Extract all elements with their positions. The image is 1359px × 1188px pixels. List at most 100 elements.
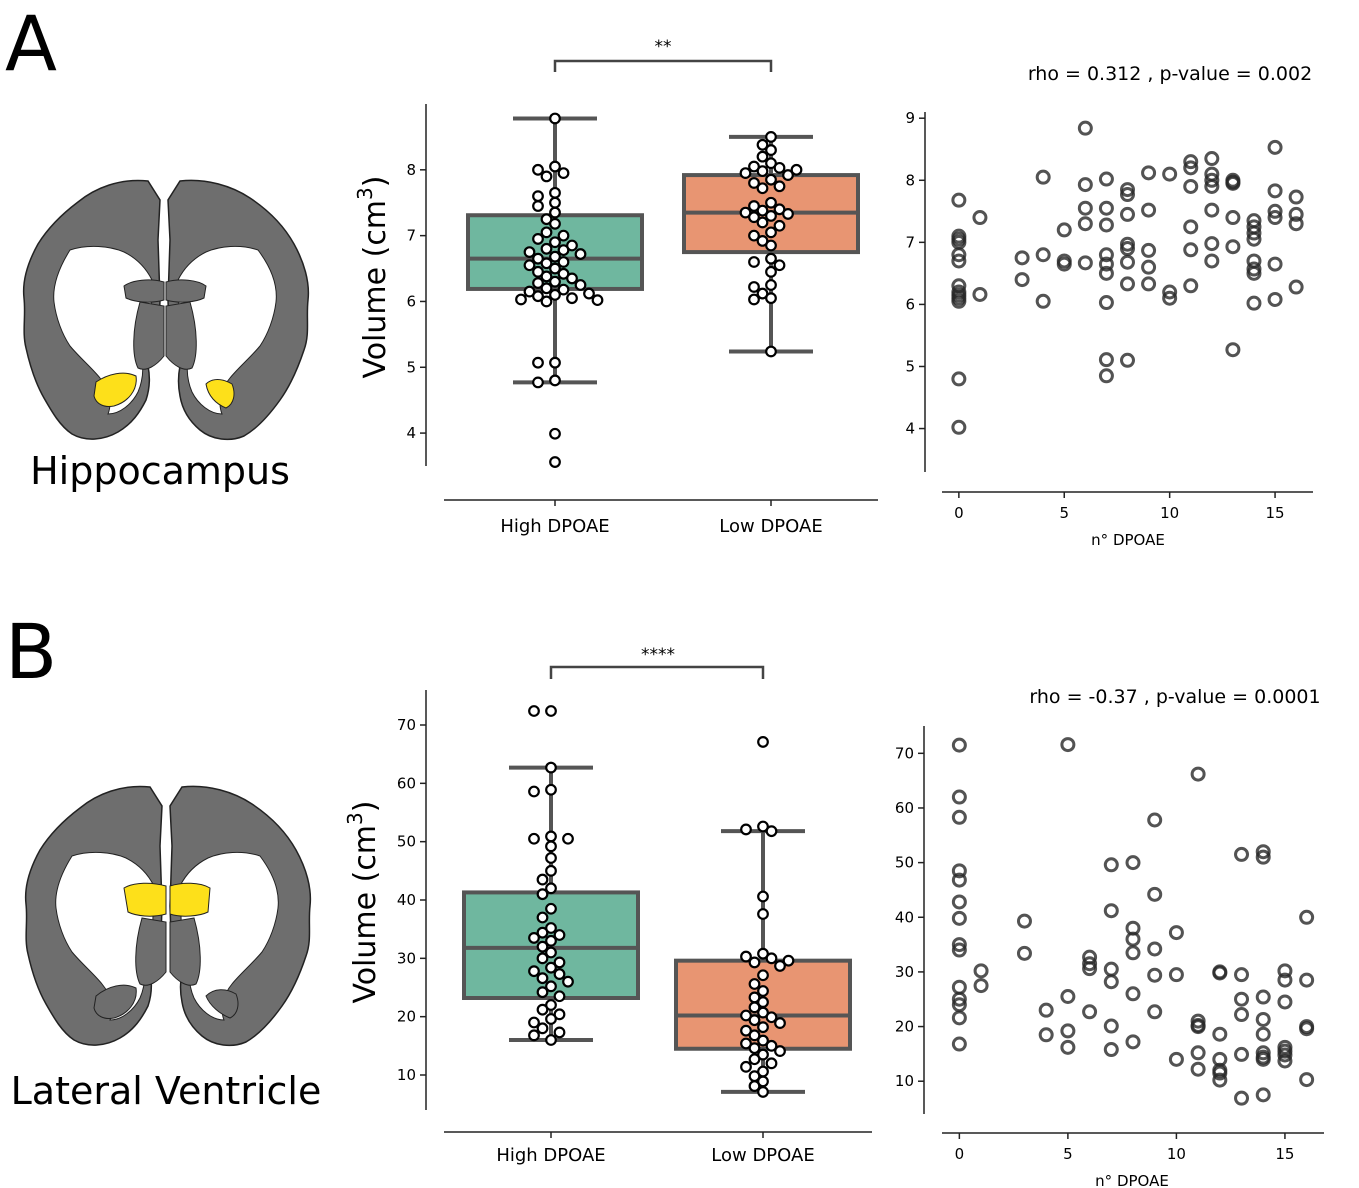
scatter-point (973, 963, 989, 979)
data-point (773, 203, 786, 216)
swarm-points (740, 736, 795, 1098)
scatter-point (1103, 857, 1119, 873)
x-tick-label: 5 (1063, 1145, 1073, 1163)
y-tick-label: 8 (406, 161, 416, 179)
scatter-point (1056, 222, 1072, 238)
data-point (557, 244, 570, 257)
scatter-point (1060, 1039, 1076, 1055)
data-point (528, 785, 540, 798)
scatter-point (1103, 961, 1119, 977)
data-point (523, 246, 536, 258)
scatter-point (1162, 290, 1178, 306)
scatter-point (1120, 241, 1135, 257)
y-axis-label-text: Volume (cm (348, 825, 383, 1004)
data-point (549, 217, 561, 230)
data-point (748, 1053, 761, 1066)
scatter-point (1141, 242, 1157, 258)
data-point (748, 978, 761, 990)
box-plot-hippocampus: Volume (cm3) 4 5 6 7 8 High DPOAE Low DPOAE *… (353, 37, 878, 537)
data-point (757, 890, 769, 903)
scatter-point (1147, 812, 1163, 828)
scatter-point (1168, 1051, 1184, 1067)
y-tick-label: 10 (895, 1072, 914, 1090)
y-tick-label: 20 (397, 1008, 416, 1026)
data-point (540, 295, 553, 308)
data-point (532, 190, 544, 203)
scatter-point (1204, 178, 1220, 194)
data-point (553, 1008, 566, 1021)
scatter-point (1299, 909, 1315, 925)
scatter-point (1255, 1026, 1271, 1042)
scatter-point (1183, 242, 1199, 258)
scatter-point (1016, 913, 1032, 929)
scatter-point (1098, 171, 1114, 187)
data-point (528, 965, 540, 978)
brain-thalamus-right (165, 301, 197, 370)
scatter-point (1212, 1065, 1228, 1081)
hippocampus-right (205, 379, 235, 409)
brain-thalamus-right (169, 917, 201, 986)
data-point (545, 761, 557, 774)
scatter-point (1082, 961, 1098, 977)
data-point (790, 163, 803, 176)
data-point (549, 112, 561, 125)
data-point (536, 940, 549, 953)
scatter-point (1125, 931, 1141, 947)
scatter-point (951, 371, 967, 387)
scatter-point (1162, 166, 1178, 182)
scatter-point (951, 1036, 967, 1052)
scatter-lateral-ventricle: rho = -0.37 , p-value = 0.0001 10 20 30 40 5… (895, 686, 1324, 1188)
data-point (545, 705, 557, 717)
scatter-point (1225, 239, 1241, 255)
data-point (757, 820, 769, 833)
scatter-point (1120, 254, 1135, 270)
scatter-point (1098, 256, 1114, 272)
scatter-point (951, 910, 967, 926)
data-point (739, 167, 752, 180)
data-point (545, 882, 557, 895)
data-point (553, 1026, 566, 1039)
scatter-point (951, 419, 967, 435)
data-point (553, 968, 566, 980)
box-y-axis-label: Volume (cm3) (343, 801, 383, 1004)
y-tick-label: 50 (895, 854, 914, 872)
scatter-point (1147, 941, 1163, 957)
scatter-point (1204, 202, 1220, 218)
scatter-point (1225, 342, 1241, 358)
scatter-point (1183, 160, 1199, 176)
data-point (545, 922, 557, 934)
scatter-point (1234, 967, 1250, 983)
data-point (765, 173, 777, 186)
data-point (757, 985, 769, 997)
y-ticks: 10 20 30 40 50 60 70 (397, 716, 426, 1084)
data-point (549, 206, 561, 219)
scatter-point (1141, 276, 1157, 292)
scatter-point (1014, 250, 1030, 266)
data-point (773, 180, 786, 193)
scatter-point (1190, 1045, 1206, 1061)
data-point (574, 248, 587, 260)
swarm-points (739, 131, 803, 358)
data-point (748, 1029, 761, 1042)
data-point (536, 972, 549, 985)
scatter-point (1077, 177, 1093, 193)
data-point (757, 908, 769, 920)
x-ticks: High DPOAE Low DPOAE (496, 1132, 815, 1166)
y-tick-label: 8 (905, 171, 915, 189)
y-tick-label: 50 (397, 833, 416, 851)
data-point (523, 285, 536, 298)
brain-thalamus-left (135, 917, 167, 986)
scatter-point (1299, 1021, 1315, 1037)
y-tick-label: 6 (406, 292, 416, 310)
data-point (774, 1017, 786, 1029)
scatter-point (1082, 1004, 1098, 1020)
data-point (765, 825, 778, 838)
data-point (545, 902, 557, 915)
data-point (532, 290, 544, 303)
scatter-point (1125, 855, 1141, 871)
scatter-point (1267, 210, 1283, 226)
scatter-point (1168, 967, 1184, 983)
y-tick-label: 5 (406, 358, 416, 376)
data-point (740, 1009, 752, 1022)
panel-a: A Hippocampus Volume (cm3) 4 5 6 7 8 High DP… (5, 0, 1313, 549)
